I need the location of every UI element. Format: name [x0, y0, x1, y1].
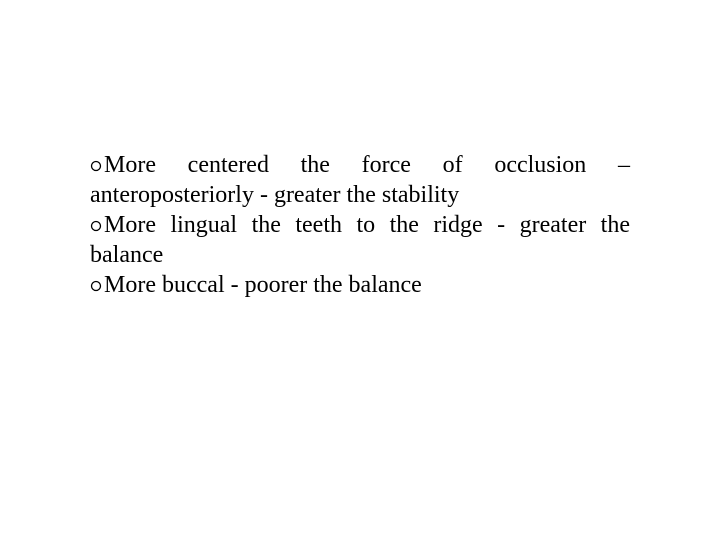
bullet-line-3a: More buccal - poorer the balance — [90, 270, 630, 300]
content-block: More centered the force of occlusion – a… — [90, 150, 630, 300]
bullet-text: More centered the force of occlusion – — [104, 152, 630, 178]
bullet-text: anteroposteriorly - greater the stabilit… — [90, 182, 459, 208]
bullet-line-2b: balance — [90, 240, 630, 270]
bullet-line-2a: More lingual the teeth to the ridge - gr… — [90, 210, 630, 240]
circle-bullet-icon — [90, 160, 102, 172]
bullet-text: More lingual the teeth to the ridge - gr… — [104, 212, 630, 238]
circle-bullet-icon — [90, 220, 102, 232]
bullet-line-1a: More centered the force of occlusion – — [90, 150, 630, 180]
circle-bullet-icon — [90, 280, 102, 292]
bullet-text: More buccal - poorer the balance — [104, 272, 422, 298]
slide: More centered the force of occlusion – a… — [0, 0, 720, 540]
bullet-line-1b: anteroposteriorly - greater the stabilit… — [90, 180, 630, 210]
bullet-text: balance — [90, 242, 163, 268]
